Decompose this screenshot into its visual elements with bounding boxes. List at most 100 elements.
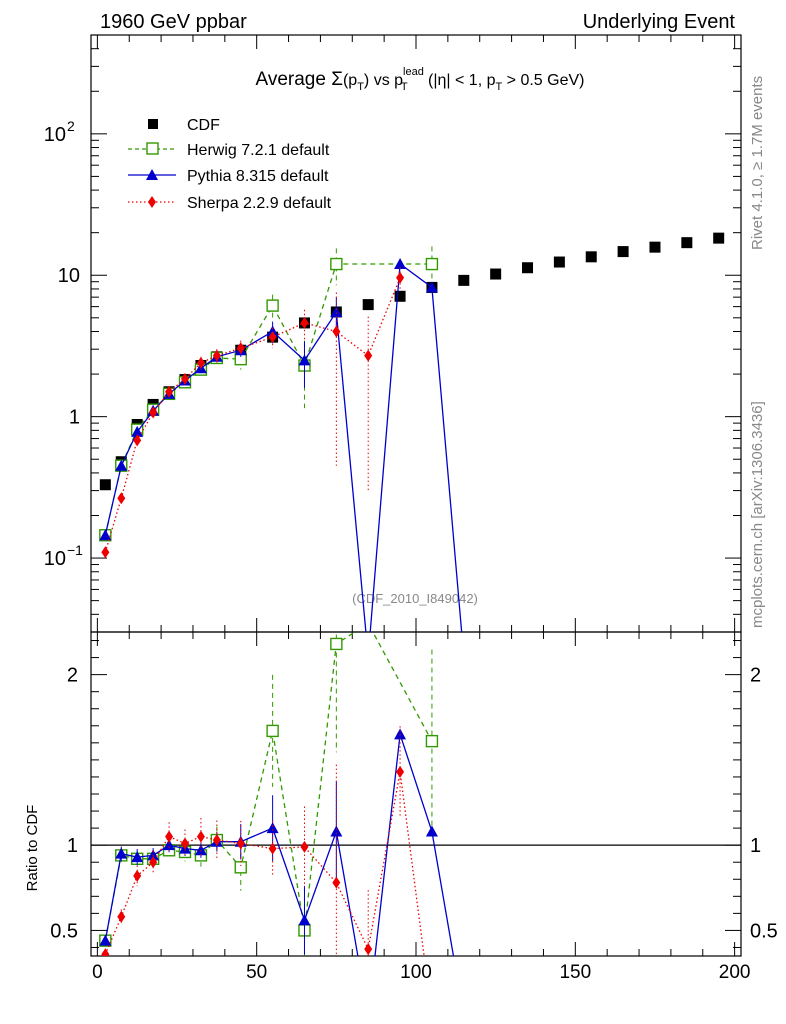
main-point-sherpa — [236, 342, 245, 355]
ratio-line-pythia — [104, 734, 455, 956]
ratio-point-pythia — [298, 914, 311, 926]
main-point-sherpa — [212, 349, 221, 362]
ratio-point-sherpa — [332, 876, 341, 889]
main-point-sherpa — [396, 271, 405, 284]
legend-marker-sherpa — [148, 196, 156, 208]
ratio-point-sherpa — [212, 834, 221, 847]
y-tick-label-ratio-right: 0.5 — [750, 920, 778, 942]
header-right: Underlying Event — [583, 11, 736, 33]
legend-marker-cdf — [148, 119, 158, 129]
ratio-point-pythia — [115, 847, 128, 859]
legend-label-cdf: CDF — [187, 117, 220, 134]
y-tick-label-exponent: 2 — [67, 118, 75, 134]
title-vs: vs p — [369, 72, 403, 89]
main-point-pythia — [425, 281, 438, 293]
main-point-pythia — [394, 258, 407, 270]
main-point-sherpa — [165, 385, 174, 398]
ratio-point-pythia — [266, 822, 279, 834]
y-tick-label-main: 10 — [44, 548, 66, 570]
legend: CDF Herwig 7.2.1 default Pythia 8.315 de… — [128, 117, 332, 212]
y-tick-label-main: 1 — [69, 407, 80, 429]
main-point-pythia — [131, 425, 144, 437]
ratio-point-pythia — [330, 825, 343, 837]
legend-marker-herwig — [146, 142, 159, 155]
ratio-point-sherpa — [364, 943, 373, 956]
ratio-point-pythia — [99, 934, 112, 946]
ratio-point-sherpa — [268, 842, 277, 855]
y-tick-label-ratio: 2 — [67, 665, 78, 687]
ratio-series-layer — [99, 632, 455, 956]
x-tick-label: 100 — [400, 962, 432, 983]
main-point-sherpa — [117, 492, 126, 505]
ratio-point-pythia — [131, 851, 144, 863]
side-label-top: Rivet 4.1.0, ≥ 1.7M events — [749, 76, 766, 250]
main-point-cdf — [681, 237, 693, 249]
ratio-point-herwig — [266, 724, 279, 738]
main-point-pythia — [99, 529, 112, 541]
main-series-layer — [99, 232, 725, 632]
main-point-cdf — [649, 241, 661, 253]
ratio-point-sherpa — [180, 837, 189, 850]
main-point-sherpa — [133, 434, 142, 447]
main-point-cdf — [99, 479, 111, 491]
title-paren-open: (p — [343, 72, 357, 89]
main-line-sherpa — [104, 277, 401, 553]
main-point-sherpa — [180, 372, 189, 385]
main-point-sherpa — [268, 331, 277, 344]
ratio-point-sherpa — [149, 856, 158, 869]
legend-entry-cdf: CDF — [148, 117, 220, 134]
main-point-pythia — [330, 305, 343, 317]
ratio-line-sherpa — [104, 771, 425, 956]
ratio-point-herwig — [234, 861, 247, 874]
x-tick-label: 0 — [92, 962, 103, 983]
title-cond2: > 0.5 GeV) — [502, 72, 584, 89]
main-point-cdf — [617, 246, 629, 258]
main-point-herwig — [330, 257, 343, 271]
main-point-cdf — [522, 262, 534, 274]
title-t-sub2: T — [401, 81, 408, 93]
main-point-sherpa — [149, 406, 158, 419]
header-left: 1960 GeV ppbar — [100, 11, 247, 33]
y-tick-label-ratio: 1 — [67, 835, 78, 857]
ratio-point-pythia — [425, 825, 438, 837]
y-tick-label-ratio-right: 2 — [750, 665, 761, 687]
legend-label-sherpa: Sherpa 2.2.9 default — [187, 195, 332, 212]
main-point-sherpa — [101, 546, 110, 559]
title-paren-close: ) — [364, 72, 369, 89]
title-t-sub: T — [357, 81, 364, 93]
analysis-watermark: (CDF_2010_I849042) — [352, 591, 478, 606]
y-tick-label-exponent: −1 — [67, 542, 83, 558]
main-point-cdf — [490, 268, 502, 280]
main-point-cdf — [458, 274, 470, 286]
ratio-point-sherpa — [101, 948, 110, 956]
ratio-point-pythia — [194, 844, 207, 856]
ratio-point-sherpa — [117, 910, 126, 923]
ratio-point-sherpa — [196, 830, 205, 843]
ratio-axis-label: Ratio to CDF — [24, 805, 41, 892]
ratio-plot-frame — [90, 631, 742, 957]
main-point-pythia — [298, 354, 311, 366]
ratio-point-herwig — [425, 734, 439, 748]
main-point-sherpa — [364, 349, 373, 362]
y-tick-label-main: 10 — [44, 124, 66, 146]
y-tick-label-ratio-right: 1 — [750, 835, 761, 857]
x-tick-label: 200 — [719, 962, 751, 983]
main-point-sherpa — [300, 316, 309, 329]
ratio-point-sherpa — [133, 869, 142, 882]
main-point-sherpa — [332, 325, 341, 338]
main-line-pythia — [104, 262, 463, 632]
ratio-point-sherpa — [165, 830, 174, 843]
title-t-sub3: T — [495, 81, 502, 93]
main-point-cdf — [362, 299, 374, 311]
y-tick-label-ratio: 0.5 — [50, 920, 78, 942]
legend-label-herwig: Herwig 7.2.1 default — [187, 142, 330, 159]
ratio-point-pythia — [394, 728, 407, 740]
main-point-herwig — [425, 257, 439, 271]
ratio-point-sherpa — [236, 837, 245, 850]
legend-marker-pythia — [146, 169, 158, 180]
main-point-sherpa — [196, 356, 205, 369]
ratio-point-sherpa — [300, 840, 309, 853]
ratio-point-herwig — [330, 637, 343, 651]
